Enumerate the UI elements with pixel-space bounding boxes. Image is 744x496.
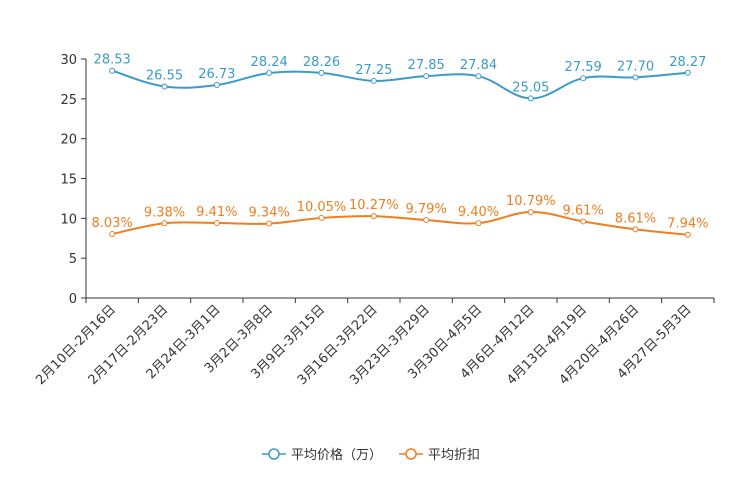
y-tick-label: 25 <box>60 93 77 108</box>
data-label: 27.70 <box>617 59 654 74</box>
data-point[interactable] <box>370 213 377 220</box>
data-point[interactable] <box>109 231 116 238</box>
data-label: 27.59 <box>565 60 602 75</box>
legend-item-1[interactable]: 平均折扣 <box>399 448 480 463</box>
data-point[interactable] <box>266 70 273 77</box>
y-tick-label: 5 <box>69 252 77 267</box>
legend-label: 平均价格（万） <box>291 447 382 463</box>
legend-label: 平均折扣 <box>428 448 480 463</box>
data-label: 28.27 <box>669 55 706 70</box>
data-point[interactable] <box>318 69 325 76</box>
data-point[interactable] <box>318 214 325 221</box>
data-point[interactable] <box>213 82 220 89</box>
data-label: 28.24 <box>251 55 288 70</box>
data-label: 28.26 <box>303 55 340 70</box>
data-point[interactable] <box>475 73 482 80</box>
data-point[interactable] <box>213 220 220 227</box>
data-label: 9.79% <box>406 202 447 217</box>
data-point[interactable] <box>370 77 377 84</box>
data-label: 10.79% <box>506 194 556 209</box>
legend-item-0[interactable]: 平均价格（万） <box>262 447 382 463</box>
data-label: 9.38% <box>144 205 185 220</box>
data-point[interactable] <box>527 95 534 102</box>
legend-marker-icon <box>405 448 417 460</box>
data-point[interactable] <box>684 69 691 76</box>
legend-marker-icon <box>268 448 280 460</box>
data-label: 27.85 <box>408 58 445 73</box>
data-label: 27.25 <box>355 63 392 78</box>
series-labels: 28.53 26.55 26.73 28.24 28.26 27.25 27.85 27.84… <box>92 53 709 232</box>
series-lines <box>111 69 688 236</box>
series-points <box>109 67 691 238</box>
data-point[interactable] <box>423 73 430 80</box>
data-label: 7.94% <box>667 217 708 232</box>
data-label: 9.34% <box>249 206 290 221</box>
y-tick-label: 15 <box>60 173 77 188</box>
data-label: 9.61% <box>563 203 604 218</box>
data-point[interactable] <box>684 231 691 238</box>
data-label: 9.41% <box>196 205 237 220</box>
data-point[interactable] <box>632 226 639 233</box>
data-point[interactable] <box>109 67 116 74</box>
data-label: 27.84 <box>460 58 497 73</box>
data-label: 10.27% <box>349 198 399 213</box>
data-label: 26.73 <box>198 67 235 82</box>
data-point[interactable] <box>632 74 639 81</box>
data-label: 8.03% <box>92 216 133 231</box>
data-point[interactable] <box>527 209 534 216</box>
series-line-0 <box>111 69 688 100</box>
data-point[interactable] <box>161 220 168 227</box>
axes: 0510152025302月10日-2月16日2月17日-2月23日2月24日-… <box>33 53 715 388</box>
data-label: 28.53 <box>94 53 131 68</box>
series-line-1 <box>111 211 688 236</box>
data-point[interactable] <box>580 75 587 82</box>
data-point[interactable] <box>266 220 273 227</box>
data-point[interactable] <box>580 218 587 225</box>
y-tick-label: 0 <box>69 292 77 307</box>
y-tick-label: 10 <box>60 212 77 227</box>
data-label: 26.55 <box>146 68 183 83</box>
data-label: 9.40% <box>458 205 499 220</box>
y-tick-label: 20 <box>60 133 77 148</box>
data-point[interactable] <box>161 83 168 90</box>
data-label: 10.05% <box>297 200 347 215</box>
data-label: 8.61% <box>615 211 656 226</box>
legend[interactable]: 平均价格（万） 平均折扣 <box>262 447 480 463</box>
y-tick-label: 30 <box>60 53 77 68</box>
data-label: 25.05 <box>512 80 549 95</box>
data-point[interactable] <box>475 220 482 227</box>
data-point[interactable] <box>423 217 430 224</box>
